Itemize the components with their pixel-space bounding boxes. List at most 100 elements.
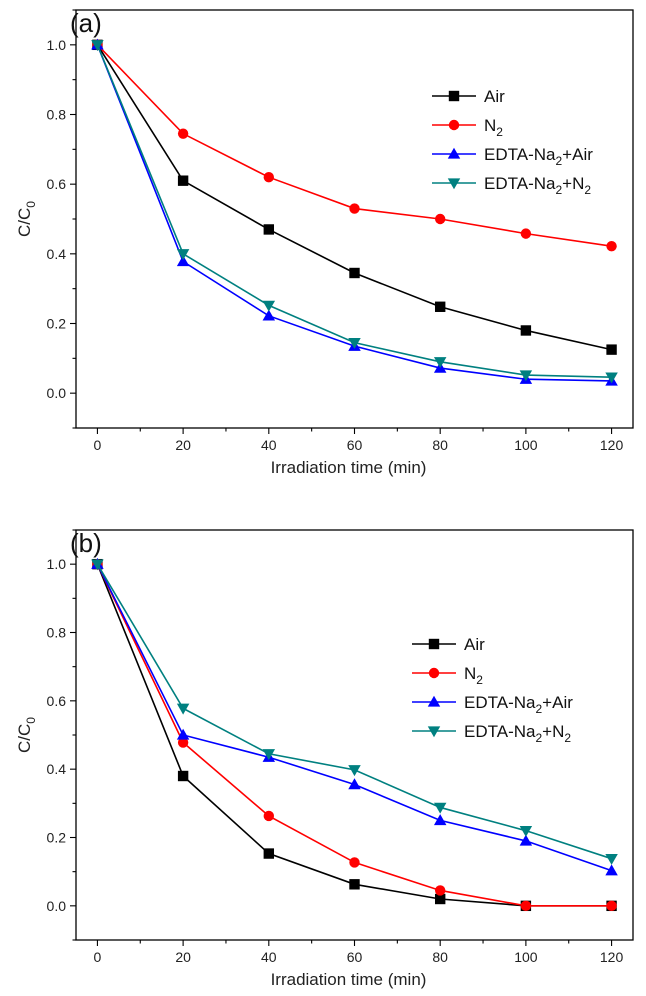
data-point	[519, 825, 533, 837]
x-tick-label: 0	[94, 437, 102, 453]
legend-marker	[448, 119, 460, 131]
legend-label-main: N	[484, 116, 496, 135]
data-point	[177, 175, 189, 186]
legend-label: N2	[464, 664, 483, 687]
data-point	[434, 301, 446, 312]
legend-label-sub: 2	[555, 154, 562, 168]
data-point	[519, 834, 533, 846]
legend-label: Air	[464, 635, 485, 654]
y-tick-label: 0.0	[47, 385, 67, 401]
legend-label-main: N	[464, 664, 476, 683]
legend-label-main: EDTA-Na	[464, 693, 536, 712]
x-tick-label: 60	[347, 437, 363, 453]
y-axis-title: C/C0	[15, 201, 38, 237]
x-tick-label: 80	[432, 949, 448, 965]
data-point	[176, 703, 190, 715]
x-tick-label: 100	[514, 437, 538, 453]
data-point	[433, 802, 447, 814]
x-tick-label: 80	[432, 437, 448, 453]
legend-label-main: Air	[464, 635, 485, 654]
data-point	[91, 559, 104, 571]
x-axis-title: Irradiation time (min)	[271, 970, 427, 989]
y-tick-label: 0.4	[47, 246, 67, 262]
chart-panel-a: 0 20 40 60 80 100 1200.00.20.40.60.81.0Irradia…	[15, 8, 634, 477]
legend-label-main: EDTA-Na	[464, 722, 536, 741]
legend-marker	[447, 178, 461, 190]
y-tick-label: 0.6	[47, 176, 67, 192]
legend-label-main: Air	[484, 87, 505, 106]
data-point	[262, 300, 276, 312]
x-tick-label: 20	[175, 437, 191, 453]
data-point	[263, 810, 275, 822]
x-tick-label: 40	[261, 949, 277, 965]
data-point	[520, 228, 532, 239]
legend-marker	[428, 667, 440, 679]
legend-label: N2	[484, 116, 503, 139]
data-point	[177, 770, 189, 782]
legend-label-sub: 2	[496, 125, 503, 139]
data-point	[177, 128, 189, 139]
data-point	[606, 900, 617, 912]
legend-label-tail-sub: 2	[584, 183, 591, 197]
legend-label-tail-sub: 2	[564, 731, 571, 745]
y-axis-title-sub: 0	[24, 717, 38, 724]
data-point	[262, 749, 276, 761]
legend-label-tail: +N	[542, 722, 564, 741]
legend-marker	[428, 638, 440, 650]
data-point	[349, 879, 360, 890]
y-tick-label: 1.0	[47, 556, 67, 572]
legend-label: EDTA-Na2+N2	[464, 722, 571, 745]
data-point	[348, 765, 361, 777]
data-point	[434, 885, 446, 896]
legend-marker	[448, 90, 460, 102]
legend-label-tail: +Air	[542, 693, 573, 712]
data-point	[263, 848, 275, 859]
legend-label-sub: 2	[476, 673, 483, 687]
x-tick-label: 60	[347, 949, 363, 965]
chart-panel-b: 0 20 40 60 80 100 1200.00.20.40.60.81.0Irradia…	[15, 528, 634, 989]
series-edta-na2-n2	[91, 559, 618, 865]
x-axis-title: Irradiation time (min)	[271, 458, 427, 477]
data-point	[263, 224, 275, 235]
y-axis-title-sub: 0	[24, 201, 38, 208]
x-tick-label: 0	[94, 949, 102, 965]
y-axis-title-main: C/C	[15, 724, 34, 753]
y-axis-title: C/C0	[15, 717, 38, 753]
data-point	[349, 267, 360, 279]
plot-frame	[75, 9, 634, 429]
y-axis-title-main: C/C	[15, 208, 34, 237]
legend-label-tail: +N	[562, 174, 584, 193]
data-point	[605, 372, 618, 384]
series-line	[96, 44, 612, 351]
y-tick-label: 1.0	[47, 37, 67, 53]
x-tick-label: 40	[261, 437, 277, 453]
x-tick-label: 20	[175, 949, 191, 965]
data-point	[91, 40, 104, 52]
data-point	[434, 893, 446, 905]
legend-label-main: EDTA-Na	[484, 145, 556, 164]
data-point	[349, 857, 360, 868]
data-point	[520, 900, 532, 912]
legend-label: EDTA-Na2+Air	[464, 693, 573, 716]
data-point	[176, 249, 190, 261]
y-tick-label: 0.4	[47, 761, 67, 777]
data-point	[176, 728, 190, 740]
data-point	[348, 778, 361, 790]
data-point	[520, 325, 532, 336]
panel-label: (b)	[70, 528, 102, 558]
data-point	[348, 337, 361, 349]
data-point	[433, 357, 447, 369]
y-tick-label: 0.2	[47, 830, 67, 846]
legend-label-sub: 2	[535, 731, 542, 745]
data-point	[433, 814, 447, 826]
x-tick-label: 120	[600, 949, 624, 965]
data-point	[177, 737, 189, 748]
series-edta-na2-n2	[91, 40, 618, 384]
legend-label: EDTA-Na2+Air	[484, 145, 593, 168]
legend-label-tail: +Air	[562, 145, 593, 164]
legend-label-sub: 2	[535, 702, 542, 716]
y-tick-label: 0.6	[47, 693, 67, 709]
